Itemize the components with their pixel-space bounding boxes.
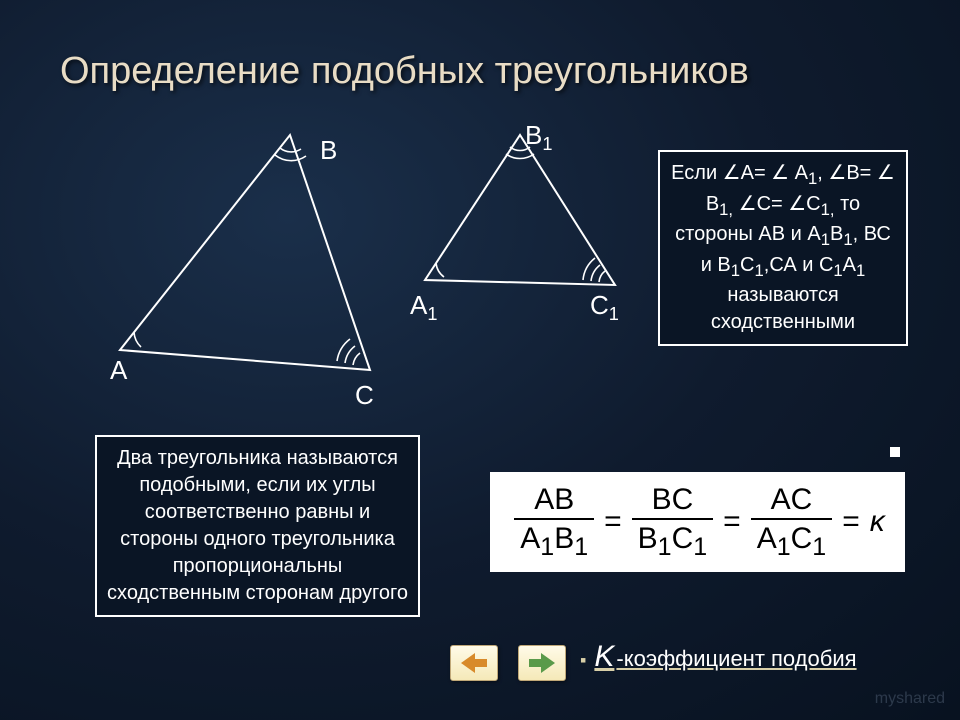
box-corresponding-sides: Если ∠А= ∠ А1, ∠В= ∠ В1, ∠С= ∠С1, то сто… (658, 150, 908, 346)
label-c: С (355, 380, 374, 411)
label-a1: А1 (410, 290, 437, 325)
formula-card: ABA1B1 = BCB1C1 = ACA1C1 = κ (490, 472, 905, 572)
arrow-right-icon (529, 653, 555, 673)
label-c1: С1 (590, 290, 619, 325)
box-definition: Два треугольника называются подобными, е… (95, 435, 420, 617)
triangle-abc (120, 135, 370, 370)
label-b1: В1 (525, 120, 552, 155)
coefficient-label: ▪ K-коэффициент подобия (580, 640, 857, 674)
watermark: myshared (875, 690, 945, 708)
triangle-a1b1c1 (425, 135, 615, 285)
prev-button[interactable] (450, 645, 498, 681)
next-button[interactable] (518, 645, 566, 681)
label-b: В (320, 135, 337, 166)
arrow-left-icon (461, 653, 487, 673)
label-a: A (110, 355, 127, 386)
page-title: Определение подобных треугольников (60, 50, 749, 93)
triangles-diagram (80, 125, 640, 405)
